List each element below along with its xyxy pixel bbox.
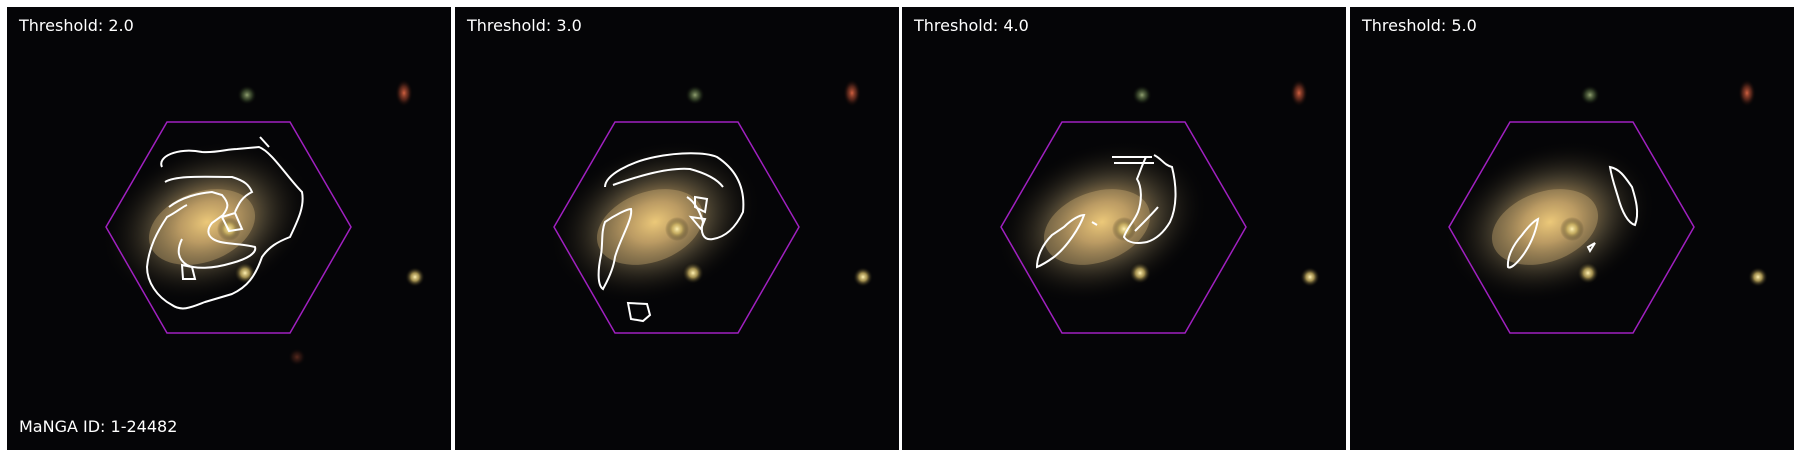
contour-lines — [1035, 154, 1177, 269]
threshold-label: Threshold: 5.0 — [1362, 16, 1477, 35]
panel-threshold-2: Threshold: 2.0 MaNGA ID: 1-24482 — [7, 7, 451, 450]
manga-id-label: MaNGA ID: 1-24482 — [19, 417, 178, 436]
ifu-hexagon — [1448, 121, 1695, 334]
ifu-hexagon — [105, 121, 352, 334]
panel-threshold-3: Threshold: 3.0 — [455, 7, 899, 450]
galaxy-image — [1350, 7, 1794, 450]
threshold-label: Threshold: 3.0 — [467, 16, 582, 35]
galaxy-image — [455, 7, 899, 450]
contour-lines — [145, 136, 304, 310]
galaxy-image — [902, 7, 1346, 450]
contour-lines — [1506, 165, 1639, 269]
panel-threshold-4: Threshold: 4.0 — [902, 7, 1346, 450]
contour-lines — [597, 152, 745, 323]
galaxy-image — [7, 7, 451, 450]
ifu-hexagon — [553, 121, 800, 334]
threshold-label: Threshold: 4.0 — [914, 16, 1029, 35]
ifu-hexagon — [1000, 121, 1247, 334]
threshold-label: Threshold: 2.0 — [19, 16, 134, 35]
panel-threshold-5: Threshold: 5.0 — [1350, 7, 1794, 450]
